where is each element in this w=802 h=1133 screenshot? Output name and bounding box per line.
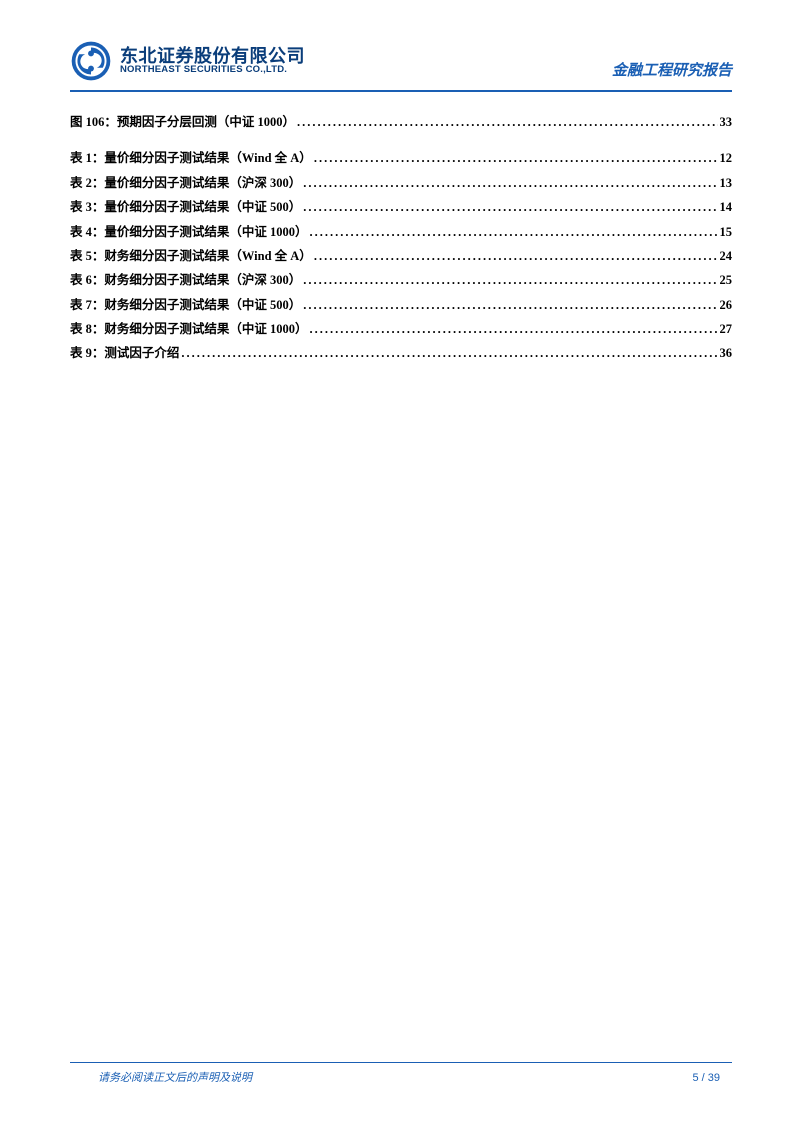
toc-dots xyxy=(312,244,718,268)
table-of-contents: 图 106：预期因子分层回测（中证 1000） 33 表 1：量价细分因子测试结… xyxy=(70,110,732,366)
toc-dots xyxy=(301,171,717,195)
toc-entry-page: 12 xyxy=(718,146,733,170)
toc-dots xyxy=(301,293,717,317)
toc-dots xyxy=(301,195,717,219)
toc-table-entry: 表 6：财务细分因子测试结果（沪深 300） 25 xyxy=(70,268,732,292)
toc-entry-label: 表 3：量价细分因子测试结果（中证 500） xyxy=(70,195,301,219)
toc-entry-label: 表 8：财务细分因子测试结果（中证 1000） xyxy=(70,317,308,341)
toc-entry-label: 表 1：量价细分因子测试结果（Wind 全 A） xyxy=(70,146,312,170)
toc-table-entry: 表 4：量价细分因子测试结果（中证 1000） 15 xyxy=(70,220,732,244)
toc-dots xyxy=(312,146,718,170)
toc-entry-page: 24 xyxy=(718,244,733,268)
toc-entry-page: 25 xyxy=(718,268,733,292)
company-logo-block: 东北证券股份有限公司 NORTHEAST SECURITIES CO.,LTD. xyxy=(70,40,305,82)
toc-table-entry: 表 2：量价细分因子测试结果（沪深 300） 13 xyxy=(70,171,732,195)
toc-entry-page: 15 xyxy=(718,220,733,244)
toc-table-entry: 表 1：量价细分因子测试结果（Wind 全 A） 12 xyxy=(70,146,732,170)
toc-table-entry: 表 7：财务细分因子测试结果（中证 500） 26 xyxy=(70,293,732,317)
toc-entry-page: 36 xyxy=(718,341,733,365)
toc-table-entry: 表 8：财务细分因子测试结果（中证 1000） 27 xyxy=(70,317,732,341)
toc-entry-label: 图 106：预期因子分层回测（中证 1000） xyxy=(70,110,295,134)
toc-entry-label: 表 2：量价细分因子测试结果（沪深 300） xyxy=(70,171,301,195)
footer-page-number: 5 / 39 xyxy=(692,1072,732,1084)
company-logo-icon xyxy=(70,40,112,82)
toc-section-spacer xyxy=(70,134,732,146)
toc-figure-entry: 图 106：预期因子分层回测（中证 1000） 33 xyxy=(70,110,732,134)
company-name-cn: 东北证券股份有限公司 xyxy=(120,47,305,66)
toc-entry-page: 13 xyxy=(718,171,733,195)
toc-table-entry: 表 5：财务细分因子测试结果（Wind 全 A） 24 xyxy=(70,244,732,268)
company-name-block: 东北证券股份有限公司 NORTHEAST SECURITIES CO.,LTD. xyxy=(120,47,305,76)
toc-dots xyxy=(308,317,718,341)
company-name-en: NORTHEAST SECURITIES CO.,LTD. xyxy=(120,65,305,75)
toc-table-entry: 表 3：量价细分因子测试结果（中证 500） 14 xyxy=(70,195,732,219)
toc-dots xyxy=(301,268,717,292)
page-header: 东北证券股份有限公司 NORTHEAST SECURITIES CO.,LTD.… xyxy=(70,40,732,92)
toc-entry-page: 33 xyxy=(718,110,733,134)
toc-table-entry: 表 9：测试因子介绍 36 xyxy=(70,341,732,365)
toc-entry-page: 14 xyxy=(718,195,733,219)
toc-entry-page: 26 xyxy=(718,293,733,317)
toc-entry-page: 27 xyxy=(718,317,733,341)
report-title: 金融工程研究报告 xyxy=(612,59,732,82)
toc-entry-label: 表 6：财务细分因子测试结果（沪深 300） xyxy=(70,268,301,292)
document-page: 东北证券股份有限公司 NORTHEAST SECURITIES CO.,LTD.… xyxy=(0,0,802,1133)
toc-entry-label: 表 7：财务细分因子测试结果（中证 500） xyxy=(70,293,301,317)
footer-disclaimer: 请务必阅读正文后的声明及说明 xyxy=(70,1069,252,1085)
page-footer: 请务必阅读正文后的声明及说明 5 / 39 xyxy=(70,1062,732,1085)
toc-entry-label: 表 4：量价细分因子测试结果（中证 1000） xyxy=(70,220,308,244)
toc-dots xyxy=(295,110,717,134)
toc-entry-label: 表 5：财务细分因子测试结果（Wind 全 A） xyxy=(70,244,312,268)
toc-entry-label: 表 9：测试因子介绍 xyxy=(70,341,179,365)
toc-dots xyxy=(308,220,718,244)
toc-dots xyxy=(179,341,717,365)
